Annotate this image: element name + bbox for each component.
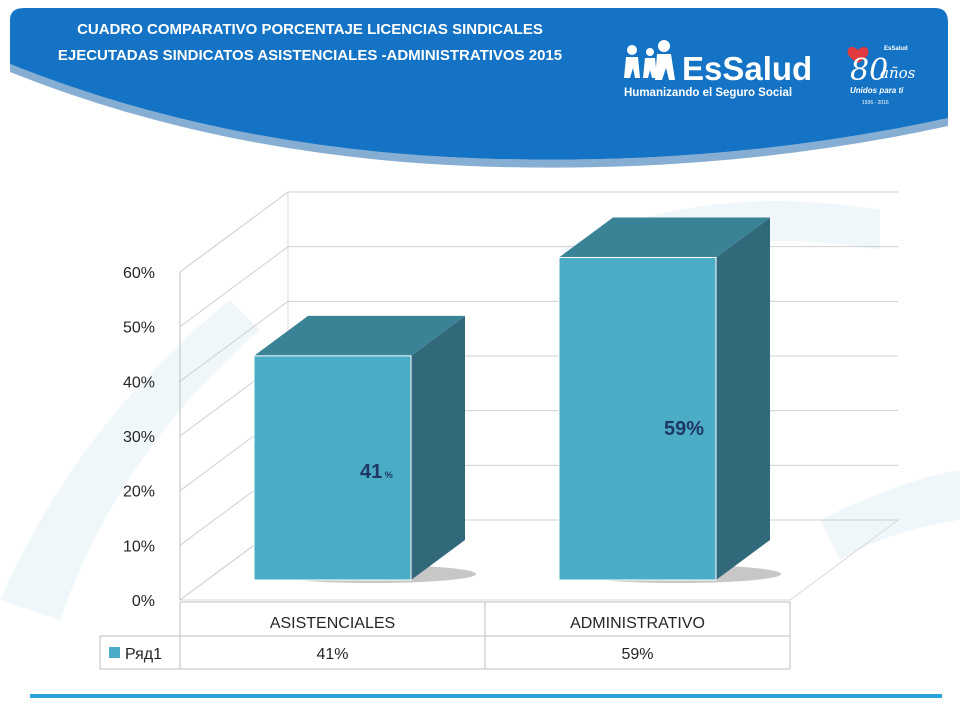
y-tick-label: 60% [123,265,155,282]
gridline-side [179,191,289,273]
data-label-1: 41 % [360,461,393,483]
table-value: 41% [316,646,348,663]
anniversary-small: EsSalud [884,46,908,52]
title-line-1: CUADRO COMPARATIVO PORCENTAJE LICENCIAS … [77,21,543,38]
header-banner [0,8,948,168]
table-value: 59% [621,646,653,663]
essalud-tagline: Humanizando el Seguro Social [624,87,792,99]
data-label-2: 59% [664,418,704,440]
y-tick-label: 50% [123,320,155,337]
title-line-2: EJECUTADAS SINDICATOS ASISTENCIALES -ADM… [57,47,563,64]
data-label-1-unit: % [382,470,393,480]
bar-front [558,256,717,581]
y-axis-ticks: 0% 10% 20% 30% 40% 50% 60% [123,265,155,610]
data-label-1-number: 41 [360,461,382,483]
bar-front [253,355,412,581]
data-table: ASISTENCIALES ADMINISTRATIVO Ряд1 41% 59% [99,601,791,670]
y-tick-label: 0% [132,593,155,610]
bar-2 [558,217,781,583]
bar-top [254,315,465,356]
gridline-side [179,300,289,382]
y-tick-label: 20% [123,484,155,501]
category-label: ASISTENCIALES [270,615,395,632]
y-tick-label: 30% [123,429,155,446]
y-tick-label: 10% [123,538,155,555]
chart-bars [253,217,781,583]
bar-side [411,315,465,580]
footer-accent-line [30,694,942,698]
essalud-logo: EsSalud Humanizando el Seguro Social [624,40,812,99]
anniversary-word: años [880,64,916,82]
anniversary-years: 1936 - 2016 [862,100,889,106]
heart-icon [847,47,869,63]
y-tick-label: 40% [123,374,155,391]
banner-shape [10,8,948,160]
banner-corner-white [0,64,10,84]
anniversary-number: 80 [850,53,888,88]
bar-top [559,217,770,258]
legend-label: Ряд1 [125,646,162,663]
bar-1 [253,315,476,583]
data-labels: 41 % 59% [360,418,704,483]
essalud-name: EsSalud [682,50,812,87]
bar-chart: 0% 10% 20% 30% 40% 50% 60% 41 % 59% ASISTENCIAL… [99,191,900,670]
legend-key [109,647,120,658]
gridline-side [179,246,289,328]
category-label: ADMINISTRATIVO [570,615,705,632]
anniversary-tagline: Unidos para ti [850,86,904,95]
anniversary-logo: 80 EsSalud años Unidos para ti 1936 - 20… [847,46,916,106]
family-icon [624,40,675,80]
bar-side [716,217,770,580]
